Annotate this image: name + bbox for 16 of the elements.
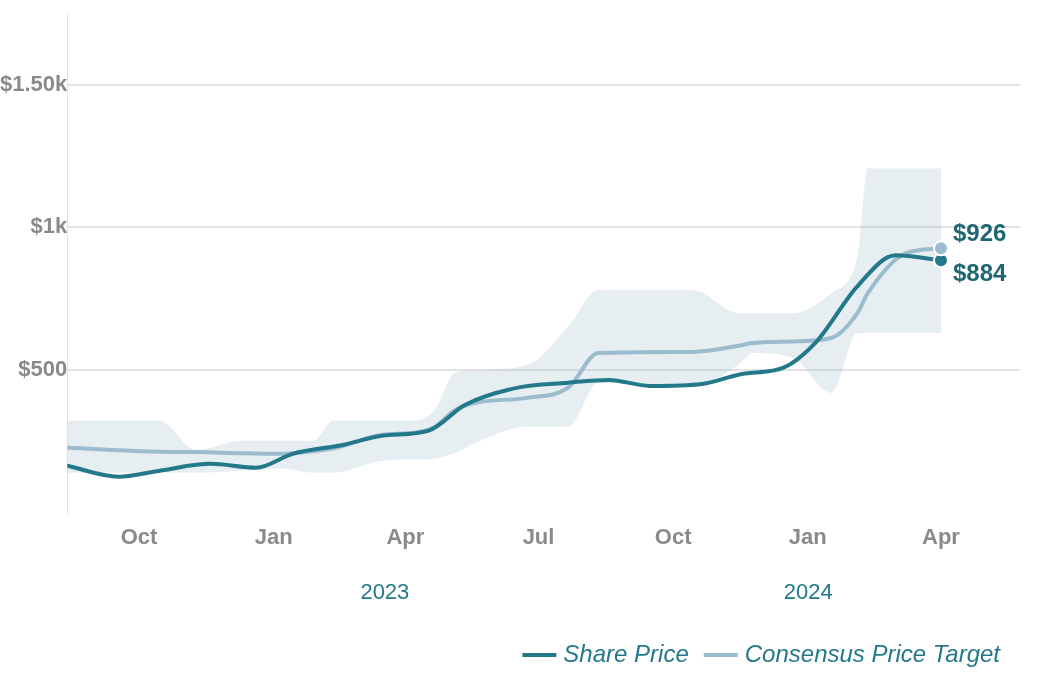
x-tick-label: Jan <box>254 523 293 549</box>
text: 2023 <box>360 578 410 604</box>
y-tick-label: $500 <box>18 355 68 381</box>
x-tick-label: Jan <box>788 523 827 549</box>
x-tick-label: Oct <box>654 523 693 549</box>
x-tick-label: Oct <box>120 523 158 549</box>
data-label: $926 <box>952 218 1007 246</box>
legend-label: Share Price <box>563 639 689 667</box>
data-label: $884 <box>952 258 1008 286</box>
text: 2024 <box>783 578 833 604</box>
y-tick-label: $1.50k <box>0 70 69 96</box>
legend-label: Consensus Price Target <box>744 639 1002 667</box>
x-tick-label: Apr <box>922 523 961 549</box>
y-tick-label: $1k <box>30 213 69 239</box>
x-tick-label: Apr <box>386 523 425 549</box>
x-tick-label: Jul <box>522 523 555 549</box>
